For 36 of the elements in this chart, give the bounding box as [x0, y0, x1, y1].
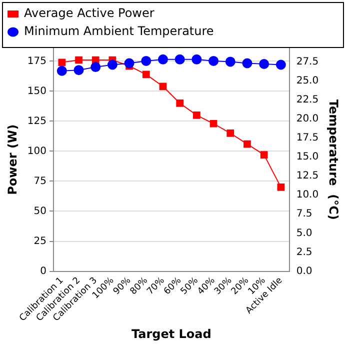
point [58, 58, 66, 66]
y2-tick-label: 25.0 [296, 75, 319, 86]
y2-tick-label: 2.5 [296, 246, 312, 258]
legend-label: Minimum Ambient Temperature [24, 24, 214, 38]
y2-tick-label: 20.0 [296, 113, 319, 124]
y-tick-label: 100 [27, 146, 46, 157]
legend-label: Average Active Power [24, 6, 154, 20]
point [75, 56, 82, 64]
point [142, 70, 150, 78]
y2-tick-label: 17.5 [296, 132, 319, 144]
y-tick-label: 25 [34, 236, 46, 247]
y2-tick-label: 27.5 [296, 56, 319, 68]
x-axis-title: Target Load [131, 326, 212, 341]
point [260, 151, 268, 159]
y2-tick-label: 5.0 [296, 228, 312, 239]
point [159, 82, 167, 90]
point [244, 140, 251, 148]
y-tick-label: 0 [40, 266, 46, 277]
y-tick-label: 125 [27, 116, 46, 127]
y-tick-label: 50 [34, 206, 46, 217]
point [176, 100, 184, 107]
y2-tick-label: 10.0 [296, 190, 319, 201]
y2-tick-label: 0.0 [296, 266, 312, 277]
point [277, 184, 285, 191]
y-axis-title: Power (W) [5, 124, 20, 195]
point [210, 120, 218, 128]
y2-tick-label: 12.5 [296, 170, 319, 182]
y-tick-label: 150 [27, 86, 46, 97]
point [193, 112, 200, 119]
y-tick-label: 175 [27, 56, 46, 67]
y2-tick-label: 22.5 [296, 94, 319, 106]
point [226, 130, 234, 137]
y-tick-label: 75 [34, 176, 46, 187]
y2-tick-label: 15.0 [296, 152, 319, 163]
y2-axis-title: Temperature (°C) [326, 99, 341, 220]
y2-tick-label: 7.5 [296, 208, 312, 220]
